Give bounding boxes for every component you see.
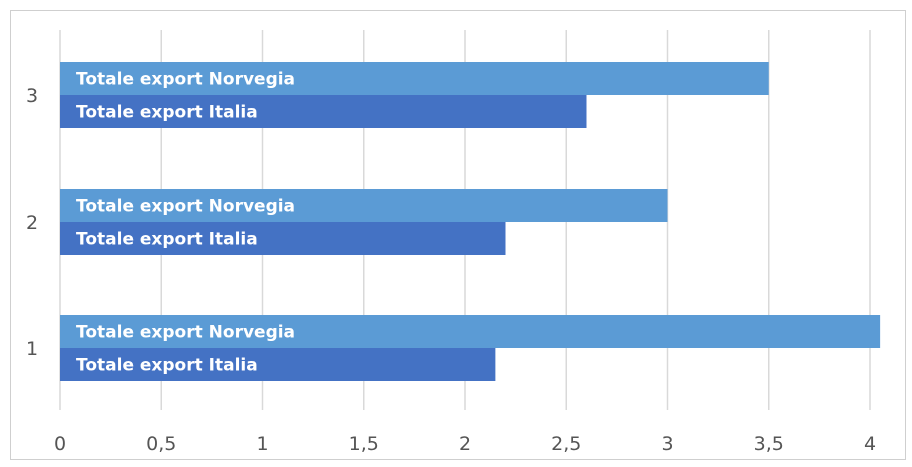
x-tick-label: 4 xyxy=(864,433,876,455)
x-tick-label: 1,5 xyxy=(349,433,379,455)
y-tick-label: 2 xyxy=(26,212,38,234)
bar xyxy=(60,62,769,95)
x-tick-label: 1 xyxy=(256,433,268,455)
x-axis-labels: 0 0,5 1 1,5 2 2,5 3 3,5 4 xyxy=(54,433,876,455)
y-tick-label: 1 xyxy=(26,338,38,360)
bar-label: Totale export Norvegia xyxy=(76,323,295,343)
bar-label: Totale export Italia xyxy=(76,103,258,123)
bar-label: Totale export Italia xyxy=(76,356,258,376)
bar xyxy=(60,189,668,222)
bar xyxy=(60,315,881,348)
bars: Totale export Norvegia Totale export Ital… xyxy=(60,62,881,381)
x-tick-label: 0 xyxy=(54,433,66,455)
bar-label: Totale export Norvegia xyxy=(76,197,295,217)
x-tick-label: 2 xyxy=(459,433,471,455)
x-tick-label: 3 xyxy=(661,433,673,455)
bar-label: Totale export Italia xyxy=(76,230,258,250)
bar-label: Totale export Norvegia xyxy=(76,70,295,90)
y-axis-labels: 1 2 3 xyxy=(26,85,38,360)
x-tick-label: 2,5 xyxy=(551,433,581,455)
bar xyxy=(60,222,506,255)
x-tick-label: 0,5 xyxy=(146,433,176,455)
x-tick-label: 3,5 xyxy=(754,433,784,455)
bar xyxy=(60,348,496,381)
bar xyxy=(60,95,587,128)
y-tick-label: 3 xyxy=(26,85,38,107)
